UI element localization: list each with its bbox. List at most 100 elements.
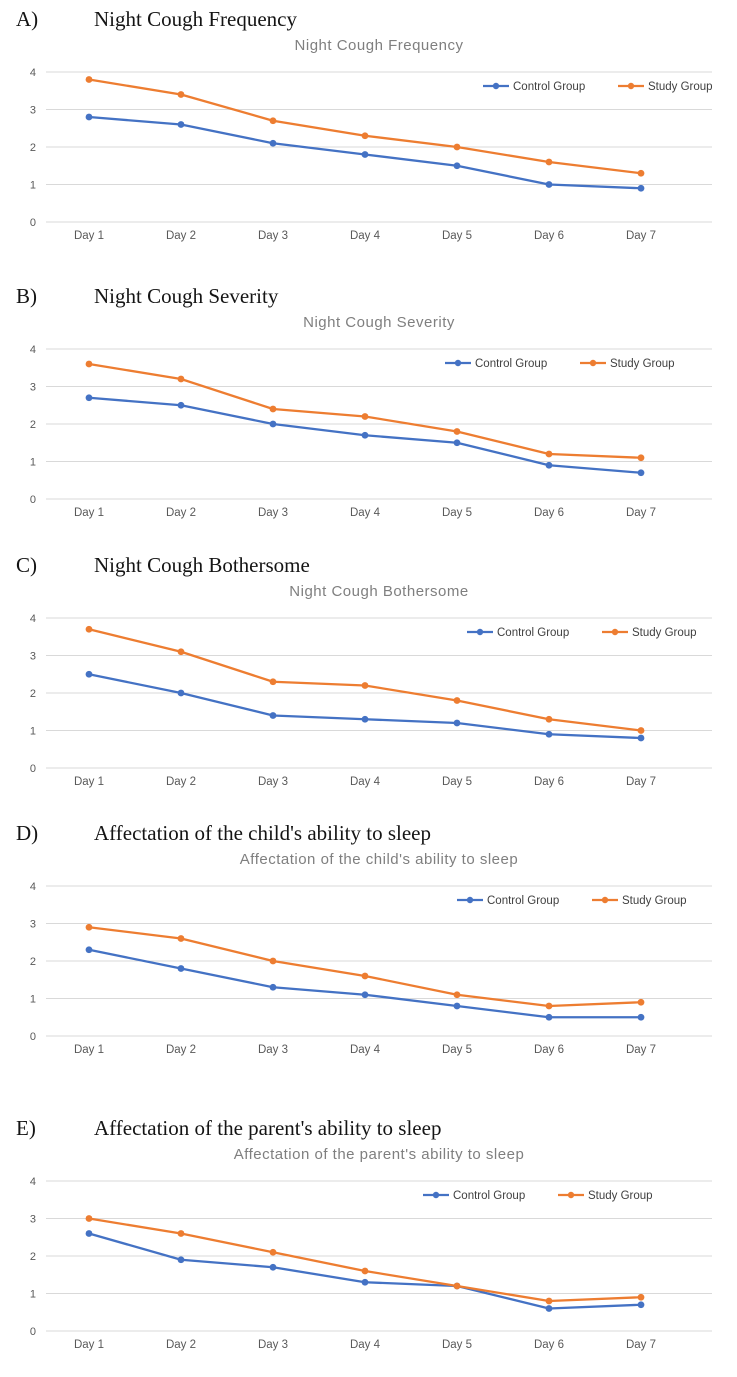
data-point-study-group [361, 1267, 369, 1275]
x-tick-label: Day 1 [74, 1044, 104, 1056]
x-tick-label: Day 7 [626, 1044, 656, 1056]
data-point-study-group [637, 727, 645, 734]
data-point-study-group [177, 935, 185, 942]
chart-title-e: Affectation of the parent's ability to s… [233, 1146, 525, 1163]
data-point-control-group [269, 139, 277, 147]
line-chart-night-cough-severity: 0 1 2 3 4 Day 1 Day 2 Day 3 Day 4 Day 5 Day 6 Day 7… [30, 344, 712, 519]
legend-label-control-group: Control Group [487, 895, 559, 907]
y-tick-label: 0 [30, 763, 36, 775]
x-tick-label: Day 7 [626, 776, 656, 788]
data-point-study-group [177, 1230, 185, 1237]
data-point-study-group [637, 169, 645, 177]
data-point-study-group [85, 360, 93, 368]
legend-label-control-group: Control Group [453, 1190, 525, 1202]
figure-panel-a: A) Night Cough Frequency Night Cough Fre… [0, 0, 737, 244]
data-point-control-group [637, 469, 645, 477]
panel-heading-text-d: Affectation of the child's ability to sl… [94, 821, 431, 845]
x-tick-label: Day 1 [74, 1339, 104, 1351]
y-tick-label: 0 [30, 217, 36, 229]
data-point-study-group [545, 158, 553, 166]
legend-marker-control-group [476, 628, 484, 636]
series-line-study-group [88, 78, 642, 175]
x-tick-label: Day 2 [166, 230, 196, 242]
data-point-control-group [85, 670, 93, 678]
y-tick-label: 0 [30, 494, 36, 506]
data-point-study-group [453, 143, 461, 151]
series-line-study-group [88, 1217, 642, 1303]
data-point-study-group [269, 957, 277, 965]
data-point-study-group [361, 132, 369, 140]
x-tick-label: Day 1 [74, 776, 104, 788]
data-point-control-group [545, 730, 553, 738]
legend-marker-study-group [567, 1191, 575, 1199]
x-tick-label: Day 2 [166, 507, 196, 519]
data-point-study-group [361, 413, 369, 420]
data-point-study-group [85, 76, 93, 83]
y-tick-label: 1 [30, 457, 36, 469]
y-tick-label: 1 [30, 180, 36, 192]
panel-heading-c: C) Night Cough Bothersome [0, 551, 737, 579]
legend-label-control-group: Control Group [497, 627, 569, 639]
data-point-control-group [177, 401, 185, 409]
legend-label-control-group: Control Group [475, 358, 547, 370]
data-point-study-group [637, 454, 645, 462]
data-point-control-group [453, 719, 461, 727]
data-point-control-group [637, 1013, 645, 1021]
series-line-study-group [88, 628, 642, 732]
figure-panel-b: B) Night Cough Severity Night Cough Seve… [0, 282, 737, 521]
line-chart-night-cough-frequency: 0 1 2 3 4 Day 1 Day 2 Day 3 Day 4 Day 5 Day 6 Day 7… [30, 67, 713, 242]
data-point-control-group [361, 431, 369, 439]
legend-marker-control-group [492, 82, 500, 90]
data-point-control-group [545, 1305, 553, 1312]
data-point-control-group [637, 734, 645, 742]
legend-label-study-group: Study Group [648, 81, 713, 93]
data-point-study-group [177, 91, 185, 98]
data-point-study-group [269, 1248, 277, 1256]
data-point-study-group [269, 405, 277, 413]
data-point-study-group [85, 625, 93, 633]
data-point-control-group [361, 991, 369, 999]
data-point-study-group [545, 1297, 553, 1305]
chart-title-a: Night Cough Frequency [294, 37, 464, 54]
panel-heading-text-a: Night Cough Frequency [94, 7, 297, 31]
legend-marker-study-group [589, 359, 597, 367]
y-tick-label: 4 [30, 67, 36, 79]
data-point-control-group [545, 1013, 553, 1021]
data-point-study-group [269, 117, 277, 125]
data-point-control-group [269, 1263, 277, 1271]
panel-heading-text-e: Affectation of the parent's ability to s… [94, 1116, 442, 1140]
data-point-control-group [85, 946, 93, 954]
y-tick-label: 3 [30, 105, 36, 117]
panel-label-e: E) [16, 1116, 36, 1140]
panel-label-a: A) [16, 7, 39, 31]
panel-label-c: C) [16, 553, 37, 577]
x-tick-label: Day 3 [258, 230, 288, 242]
data-point-study-group [545, 715, 553, 723]
panel-heading-e: E) Affectation of the parent's ability t… [0, 1114, 737, 1142]
data-point-control-group [177, 689, 185, 697]
x-tick-label: Day 2 [166, 776, 196, 788]
y-tick-label: 4 [30, 344, 36, 356]
y-tick-label: 4 [30, 881, 36, 893]
data-point-control-group [361, 715, 369, 723]
legend-label-study-group: Study Group [622, 895, 687, 907]
data-point-control-group [361, 151, 369, 158]
series-line-control-group [88, 948, 641, 1019]
x-tick-label: Day 5 [442, 1339, 472, 1351]
y-tick-label: 0 [30, 1326, 36, 1338]
line-chart-parent-ability-to-sleep: 0 1 2 3 4 Day 1 Day 2 Day 3 Day 4 Day 5 Day 6 Day 7… [30, 1176, 712, 1351]
y-tick-label: 2 [30, 956, 36, 968]
x-tick-label: Day 5 [442, 230, 472, 242]
data-point-control-group [85, 394, 93, 402]
x-tick-label: Day 6 [534, 1339, 564, 1351]
panel-heading-a: A) Night Cough Frequency [0, 5, 737, 33]
data-point-control-group [85, 1230, 93, 1237]
data-point-control-group [545, 181, 553, 188]
x-tick-label: Day 1 [74, 230, 104, 242]
x-tick-label: Day 4 [350, 1339, 381, 1351]
panel-label-b: B) [16, 284, 37, 308]
legend-marker-study-group [601, 896, 609, 904]
data-point-study-group [637, 998, 645, 1006]
y-tick-label: 3 [30, 651, 36, 663]
